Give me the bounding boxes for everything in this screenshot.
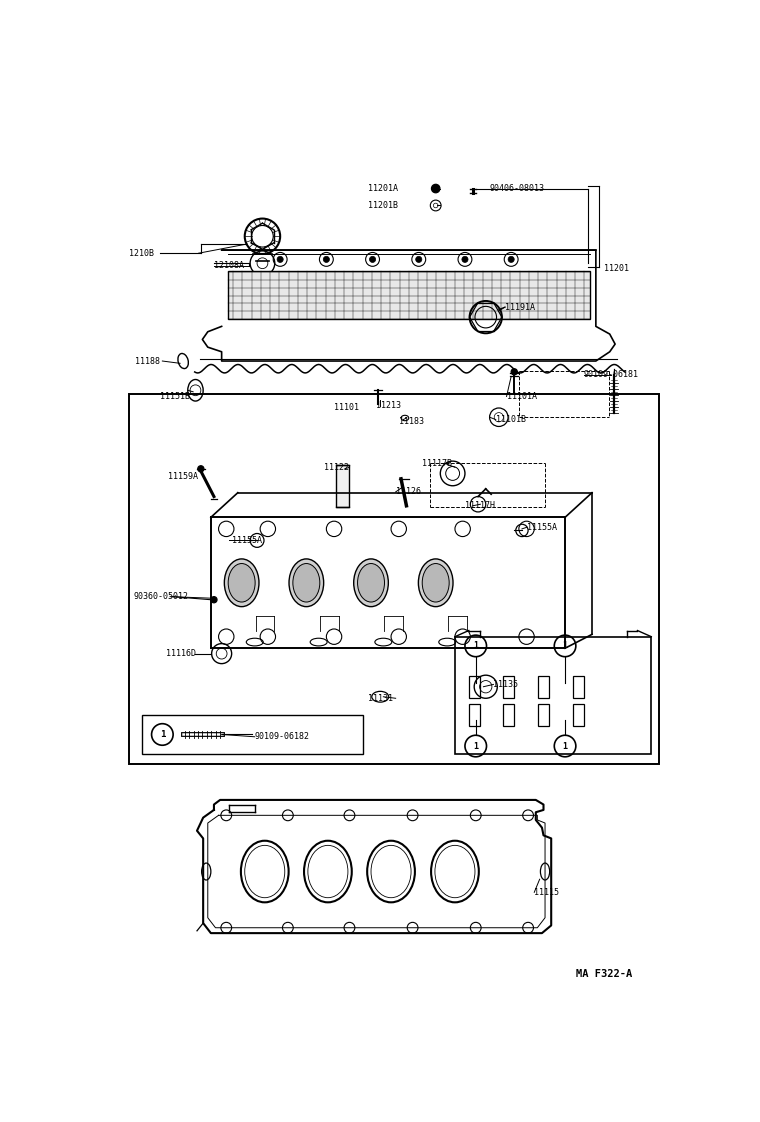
Text: 11201A: 11201A (368, 184, 398, 193)
Text: 11117B: 11117B (422, 459, 452, 468)
Bar (503, 675, 515, 698)
Circle shape (211, 597, 217, 603)
Text: 1: 1 (473, 742, 478, 751)
Text: 90360-05012: 90360-05012 (134, 592, 189, 601)
Text: 11117H: 11117H (465, 502, 495, 511)
Ellipse shape (357, 563, 385, 603)
Bar (573, 705, 584, 726)
Text: 11155A: 11155A (527, 523, 556, 532)
Circle shape (198, 466, 204, 472)
Text: 12108A: 12108A (214, 261, 244, 270)
Bar (469, 675, 480, 698)
Text: 90109-06181: 90109-06181 (584, 370, 638, 379)
Text: 1: 1 (160, 730, 165, 739)
Text: 1: 1 (562, 642, 568, 651)
Text: 11213: 11213 (375, 402, 401, 411)
Text: 1: 1 (562, 742, 568, 751)
Bar (538, 675, 549, 698)
Text: 90109-06182: 90109-06182 (255, 733, 310, 742)
Bar (455, 636, 651, 754)
Circle shape (416, 256, 422, 263)
Circle shape (511, 369, 518, 375)
Circle shape (462, 256, 468, 263)
Text: 11101: 11101 (334, 403, 359, 412)
Ellipse shape (293, 563, 320, 603)
Text: 11115: 11115 (534, 888, 559, 896)
Bar (141, 715, 363, 754)
Text: 11201B: 11201B (368, 201, 398, 210)
Text: 11122: 11122 (324, 462, 349, 471)
Text: 11126: 11126 (396, 487, 421, 496)
Ellipse shape (423, 563, 449, 603)
Bar (573, 675, 584, 698)
Text: 11155A: 11155A (232, 536, 261, 545)
Text: 11101A: 11101A (506, 392, 537, 401)
Text: 11191A: 11191A (505, 303, 535, 312)
Circle shape (323, 256, 329, 263)
Circle shape (432, 184, 440, 193)
Circle shape (508, 256, 515, 263)
Bar (228, 270, 590, 319)
Text: 11159A: 11159A (168, 472, 198, 481)
Text: 11183: 11183 (399, 416, 424, 425)
Text: 1: 1 (473, 642, 478, 651)
Text: 90406-08013: 90406-08013 (489, 184, 545, 193)
Ellipse shape (228, 563, 255, 603)
Bar (503, 705, 515, 726)
Text: 11201: 11201 (603, 264, 629, 273)
Text: MA F322-A: MA F322-A (576, 969, 632, 978)
Ellipse shape (224, 559, 259, 607)
Bar (129, 394, 659, 764)
Circle shape (277, 256, 283, 263)
Text: 11188: 11188 (135, 357, 160, 366)
Bar (336, 465, 350, 507)
Text: 1210B: 1210B (129, 249, 154, 258)
Text: 11101B: 11101B (496, 415, 526, 424)
Text: 11131: 11131 (368, 693, 393, 702)
Text: 11116D: 11116D (166, 650, 196, 659)
Ellipse shape (289, 559, 324, 607)
Text: 11151B: 11151B (160, 392, 190, 401)
Bar (469, 705, 480, 726)
Ellipse shape (418, 559, 453, 607)
Circle shape (369, 256, 375, 263)
Ellipse shape (353, 559, 388, 607)
Text: 11135: 11135 (493, 680, 518, 689)
Bar (538, 705, 549, 726)
